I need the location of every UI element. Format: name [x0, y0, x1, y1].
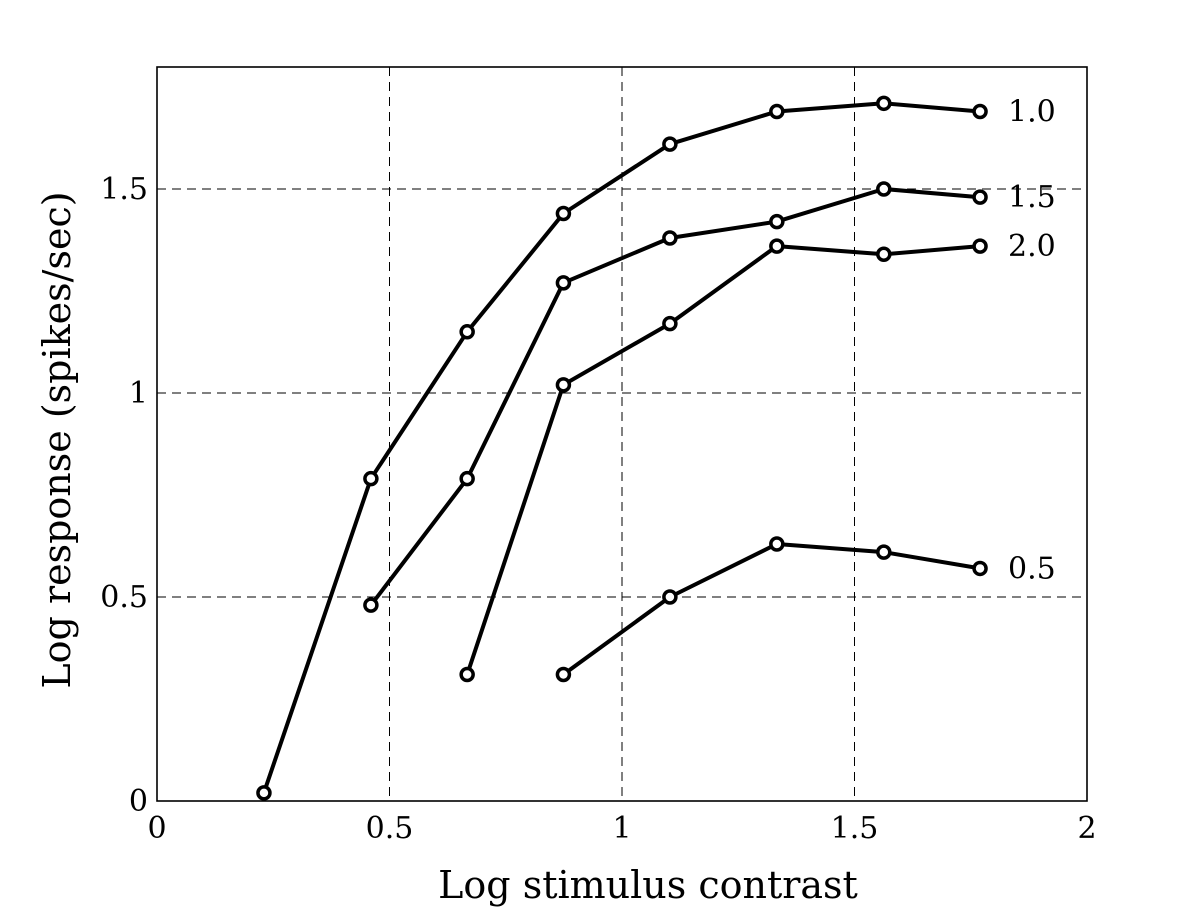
data-point — [972, 238, 988, 254]
data-point — [363, 597, 379, 613]
series-line-1.0 — [262, 101, 981, 794]
x-tick-label: 0.5 — [366, 811, 414, 846]
data-point — [555, 666, 572, 683]
x-tick-label: 0 — [147, 811, 166, 846]
data-point — [256, 785, 272, 801]
data-point — [769, 536, 785, 552]
x-tick-label: 1 — [612, 811, 631, 846]
y-tick-label: 0.5 — [100, 580, 148, 615]
data-point — [555, 377, 572, 393]
data-point — [662, 315, 678, 332]
data-point — [876, 181, 892, 197]
series-label: 2.0 — [1008, 229, 1056, 264]
y-axis-label: Log response (spikes/sec) — [35, 191, 79, 688]
y-tick-label: 1.5 — [100, 172, 148, 207]
data-point — [555, 275, 572, 291]
data-point — [769, 103, 785, 120]
data-point — [662, 589, 678, 605]
data-point — [769, 238, 785, 254]
y-tick-label: 0 — [129, 784, 148, 819]
x-tick-label: 1.5 — [831, 811, 879, 846]
data-point — [876, 246, 892, 263]
data-point — [459, 666, 475, 683]
data-point — [459, 470, 475, 487]
data-point — [876, 95, 892, 112]
data-points — [256, 95, 988, 801]
data-point — [972, 103, 988, 120]
tick-labels: 0 0.5 1 1.5 2 0 0.5 1 1.5 — [100, 172, 1096, 846]
data-point — [876, 544, 892, 560]
series-label: 1.0 — [1008, 94, 1056, 129]
data-point — [662, 136, 678, 152]
data-point — [459, 324, 475, 340]
series-line-2.0 — [465, 244, 981, 676]
series-labels: 1.0 1.5 2.0 0.5 — [1008, 94, 1056, 586]
plot-frame — [156, 66, 1088, 802]
data-point — [972, 560, 988, 577]
data-point — [662, 230, 678, 246]
y-tick-label: 1 — [129, 376, 148, 411]
series-label: 1.5 — [1008, 180, 1056, 215]
series-label: 0.5 — [1008, 551, 1056, 586]
data-point — [972, 189, 988, 205]
x-tick-label: 2 — [1077, 811, 1096, 846]
gridlines — [157, 67, 1087, 801]
x-axis-label: Log stimulus contrast — [438, 863, 858, 907]
series-line-0.5 — [562, 542, 981, 677]
data-point — [769, 213, 785, 230]
data-point — [555, 205, 572, 222]
data-point — [363, 470, 379, 487]
